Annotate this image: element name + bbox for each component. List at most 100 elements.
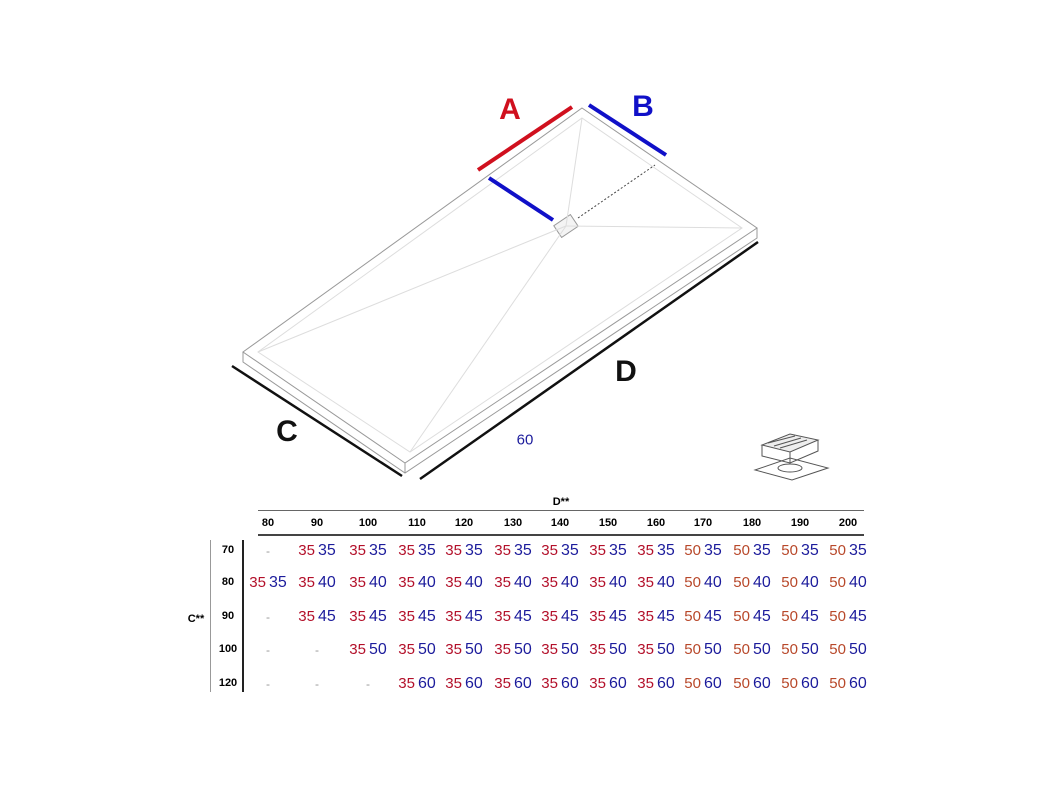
c-header: C** — [187, 613, 205, 625]
table-cell: 50 45 — [684, 608, 722, 625]
table-cell: 50 50 — [829, 641, 867, 658]
column-header: 190 — [790, 517, 810, 529]
table-cell: 35 45 — [445, 608, 483, 625]
c-rule — [210, 540, 211, 692]
table-cell: 50 45 — [781, 608, 819, 625]
table-cell: 50 35 — [733, 542, 771, 559]
drain-icon — [753, 433, 830, 481]
table-cell: 35 60 — [494, 675, 532, 692]
table-cell: 35 35 — [637, 542, 675, 559]
table-cell: 35 35 — [398, 542, 436, 559]
table-cell: 35 35 — [349, 542, 387, 559]
table-cell: 50 50 — [781, 641, 819, 658]
column-header: 150 — [598, 517, 618, 529]
table-cell: 50 35 — [829, 542, 867, 559]
table-cell: - — [266, 544, 270, 558]
column-header: 180 — [742, 517, 762, 529]
table-cell: 35 45 — [541, 608, 579, 625]
table-cell: 35 40 — [298, 574, 336, 591]
table-cell: 35 35 — [541, 542, 579, 559]
table-cell: 50 60 — [781, 675, 819, 692]
table-cell: 35 60 — [637, 675, 675, 692]
table-cell: 35 60 — [589, 675, 627, 692]
table-cell: 50 45 — [829, 608, 867, 625]
header-top-rule — [258, 510, 864, 511]
table-cell: 35 40 — [398, 574, 436, 591]
table-cell: 35 45 — [589, 608, 627, 625]
row-header: 70 — [221, 544, 235, 556]
table-cell: 35 40 — [589, 574, 627, 591]
table-cell: - — [266, 610, 270, 624]
column-header: 120 — [454, 517, 474, 529]
table-cell: 35 60 — [541, 675, 579, 692]
column-header: 110 — [408, 517, 426, 529]
table-cell: 35 45 — [398, 608, 436, 625]
table-cell: 35 60 — [445, 675, 483, 692]
table-cell: 35 50 — [541, 641, 579, 658]
table-cell: - — [266, 643, 270, 657]
column-header: 140 — [550, 517, 570, 529]
table-cell: 50 45 — [733, 608, 771, 625]
table-cell: 35 35 — [494, 542, 532, 559]
table-cell: 50 60 — [829, 675, 867, 692]
table-cell: 50 40 — [733, 574, 771, 591]
table-cell: 50 35 — [781, 542, 819, 559]
table-cell: - — [266, 677, 270, 691]
tray — [242, 107, 758, 474]
row-header: 80 — [221, 576, 235, 588]
table-cell: 35 45 — [637, 608, 675, 625]
table-cell: 35 40 — [541, 574, 579, 591]
table-cell: 35 50 — [494, 641, 532, 658]
table-cell: 35 50 — [398, 641, 436, 658]
row-header: 100 — [218, 643, 238, 655]
dimension-b-line — [587, 103, 668, 157]
table-cell: 35 50 — [349, 641, 387, 658]
table-cell: 35 35 — [249, 574, 287, 591]
table-cell: 50 40 — [684, 574, 722, 591]
table-cell: 35 45 — [349, 608, 387, 625]
table-cell: 35 40 — [349, 574, 387, 591]
table-cell: 50 50 — [733, 641, 771, 658]
row-header: 90 — [221, 610, 235, 622]
label-c: C — [276, 415, 298, 448]
table-cell: 35 35 — [589, 542, 627, 559]
table-cell: 35 40 — [637, 574, 675, 591]
column-header: 170 — [693, 517, 713, 529]
table-cell: 50 35 — [684, 542, 722, 559]
table-cell: 35 40 — [445, 574, 483, 591]
table-cell: 50 40 — [829, 574, 867, 591]
table-cell: 50 60 — [684, 675, 722, 692]
dimension-a-line — [476, 105, 574, 172]
d-header: D** — [552, 496, 570, 508]
header-bottom-rule — [258, 534, 864, 536]
dimension-c-line — [231, 364, 403, 478]
label-b: B — [632, 90, 654, 123]
row-label-rule — [242, 540, 244, 692]
table-cell: - — [315, 677, 319, 691]
table-cell: 35 50 — [637, 641, 675, 658]
column-header: 160 — [646, 517, 666, 529]
table-cell: 50 40 — [781, 574, 819, 591]
table-cell: 35 45 — [298, 608, 336, 625]
column-header: 100 — [358, 517, 378, 529]
label-60: 60 — [516, 431, 534, 449]
table-cell: - — [315, 643, 319, 657]
column-header: 200 — [838, 517, 858, 529]
table-cell: 50 50 — [684, 641, 722, 658]
label-a: A — [499, 93, 521, 126]
drain-offset-line — [487, 176, 555, 222]
table-cell: 35 35 — [298, 542, 336, 559]
column-header: 80 — [261, 517, 275, 529]
table-cell: 35 60 — [398, 675, 436, 692]
label-d: D — [615, 355, 637, 388]
table-cell: 35 45 — [494, 608, 532, 625]
table-cell: 35 50 — [445, 641, 483, 658]
table-cell: 35 40 — [494, 574, 532, 591]
dimension-d-line — [419, 240, 759, 481]
row-header: 120 — [218, 677, 238, 689]
table-cell: 50 60 — [733, 675, 771, 692]
table-cell: 35 50 — [589, 641, 627, 658]
table-cell: - — [366, 677, 370, 691]
table-cell: 35 35 — [445, 542, 483, 559]
